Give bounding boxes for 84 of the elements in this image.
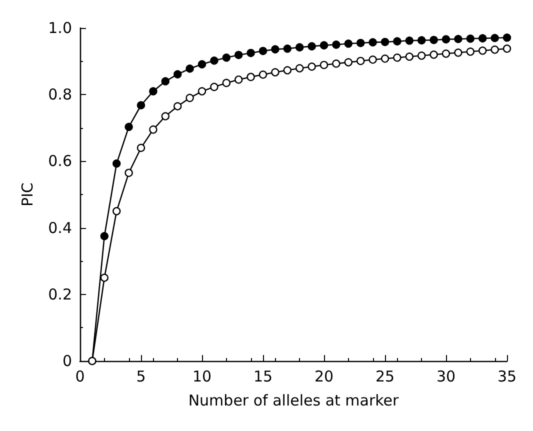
point [258, 70, 268, 79]
point [478, 46, 487, 55]
x-tick-label: 5 [136, 368, 146, 386]
point [466, 48, 474, 56]
point [283, 66, 292, 74]
y-axis-title: PIC [18, 182, 36, 206]
point [271, 45, 280, 54]
point [405, 36, 414, 45]
point [124, 168, 133, 177]
point [100, 274, 108, 282]
point [149, 125, 158, 134]
point [186, 64, 194, 73]
point [454, 34, 462, 44]
point [124, 122, 133, 131]
x-tick-label: 0 [75, 368, 85, 386]
point [393, 54, 402, 62]
point [344, 58, 352, 66]
point [296, 64, 304, 72]
point [418, 52, 426, 60]
point [174, 70, 182, 78]
point [405, 52, 414, 61]
x-tick-label: 10 [192, 368, 212, 386]
point [332, 60, 340, 68]
point [186, 94, 194, 102]
point [246, 48, 255, 58]
point [271, 68, 280, 76]
point [430, 50, 438, 59]
point [258, 46, 268, 56]
point [418, 36, 426, 44]
point [198, 87, 206, 96]
point [320, 60, 328, 70]
point [222, 54, 230, 62]
x-tick-label: 25 [375, 368, 395, 386]
y-tick-label: 0 [62, 352, 72, 370]
x-axis-title: Number of alleles at marker [188, 392, 400, 410]
point [490, 34, 499, 42]
x-tick-label: 30 [436, 368, 456, 386]
point [100, 232, 108, 240]
point [356, 56, 365, 66]
point [112, 159, 121, 168]
point [344, 40, 352, 48]
point [112, 207, 121, 216]
point [490, 46, 499, 54]
point [502, 34, 512, 42]
point [161, 112, 170, 120]
x-tick-label: 20 [314, 368, 334, 386]
point [222, 78, 230, 88]
point [393, 37, 402, 46]
x-tick-label: 35 [497, 368, 517, 386]
point [198, 60, 206, 68]
point [210, 82, 218, 92]
y-tick-label: 1.0 [48, 19, 72, 37]
point [454, 48, 462, 57]
y-tick-label: 0.2 [48, 285, 72, 304]
point [442, 50, 450, 58]
point [430, 36, 438, 44]
point [210, 56, 218, 65]
point [246, 72, 255, 82]
point [308, 42, 316, 50]
point [283, 44, 292, 53]
x-tick-label: 15 [253, 368, 273, 386]
y-tick-label: 0.8 [48, 86, 72, 104]
point [332, 40, 340, 49]
point [442, 35, 450, 44]
point [174, 102, 182, 110]
point [478, 34, 487, 42]
point [234, 76, 243, 84]
point [320, 41, 328, 50]
point [136, 101, 146, 110]
point [466, 34, 474, 43]
point [356, 38, 365, 48]
point [296, 43, 304, 52]
point [368, 38, 377, 46]
point [368, 56, 377, 64]
y-tick-label: 0.6 [48, 152, 72, 170]
point [502, 44, 512, 53]
point [149, 87, 158, 96]
point [161, 77, 170, 86]
point [380, 38, 390, 46]
point [380, 54, 390, 63]
y-tick-label: 0.4 [48, 218, 72, 237]
point [234, 50, 243, 60]
point [308, 62, 316, 71]
point [136, 144, 146, 152]
